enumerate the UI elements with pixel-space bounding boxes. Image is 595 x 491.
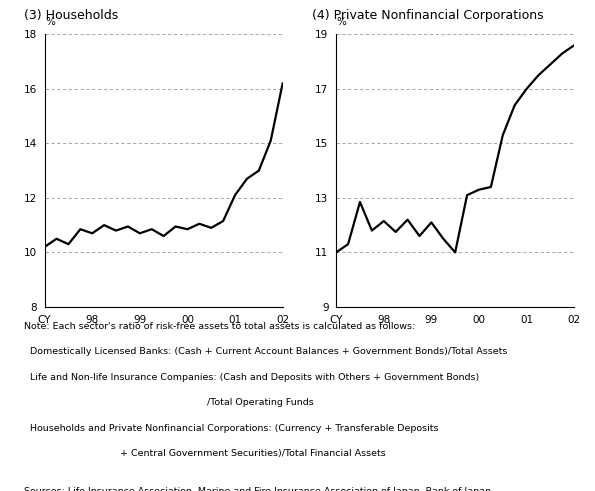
Text: %: % [45, 17, 55, 27]
Text: Domestically Licensed Banks: (Cash + Current Account Balances + Government Bonds: Domestically Licensed Banks: (Cash + Cur… [24, 347, 507, 356]
Text: Households and Private Nonfinancial Corporations: (Currency + Transferable Depos: Households and Private Nonfinancial Corp… [24, 424, 439, 433]
Text: (3) Households: (3) Households [24, 9, 118, 22]
Text: Sources: Life Insurance Association, Marine and Fire Insurance Association of Ja: Sources: Life Insurance Association, Mar… [24, 487, 494, 491]
Text: + Central Government Securities)/Total Financial Assets: + Central Government Securities)/Total F… [24, 449, 386, 458]
Text: Life and Non-life Insurance Companies: (Cash and Deposits with Others + Governme: Life and Non-life Insurance Companies: (… [24, 373, 479, 382]
Text: /Total Operating Funds: /Total Operating Funds [24, 398, 314, 407]
Text: (4) Private Nonfinancial Corporations: (4) Private Nonfinancial Corporations [312, 9, 544, 22]
Text: Note: Each sector's ratio of risk-free assets to total assets is calculated as f: Note: Each sector's ratio of risk-free a… [24, 322, 415, 330]
Text: %: % [337, 17, 347, 27]
